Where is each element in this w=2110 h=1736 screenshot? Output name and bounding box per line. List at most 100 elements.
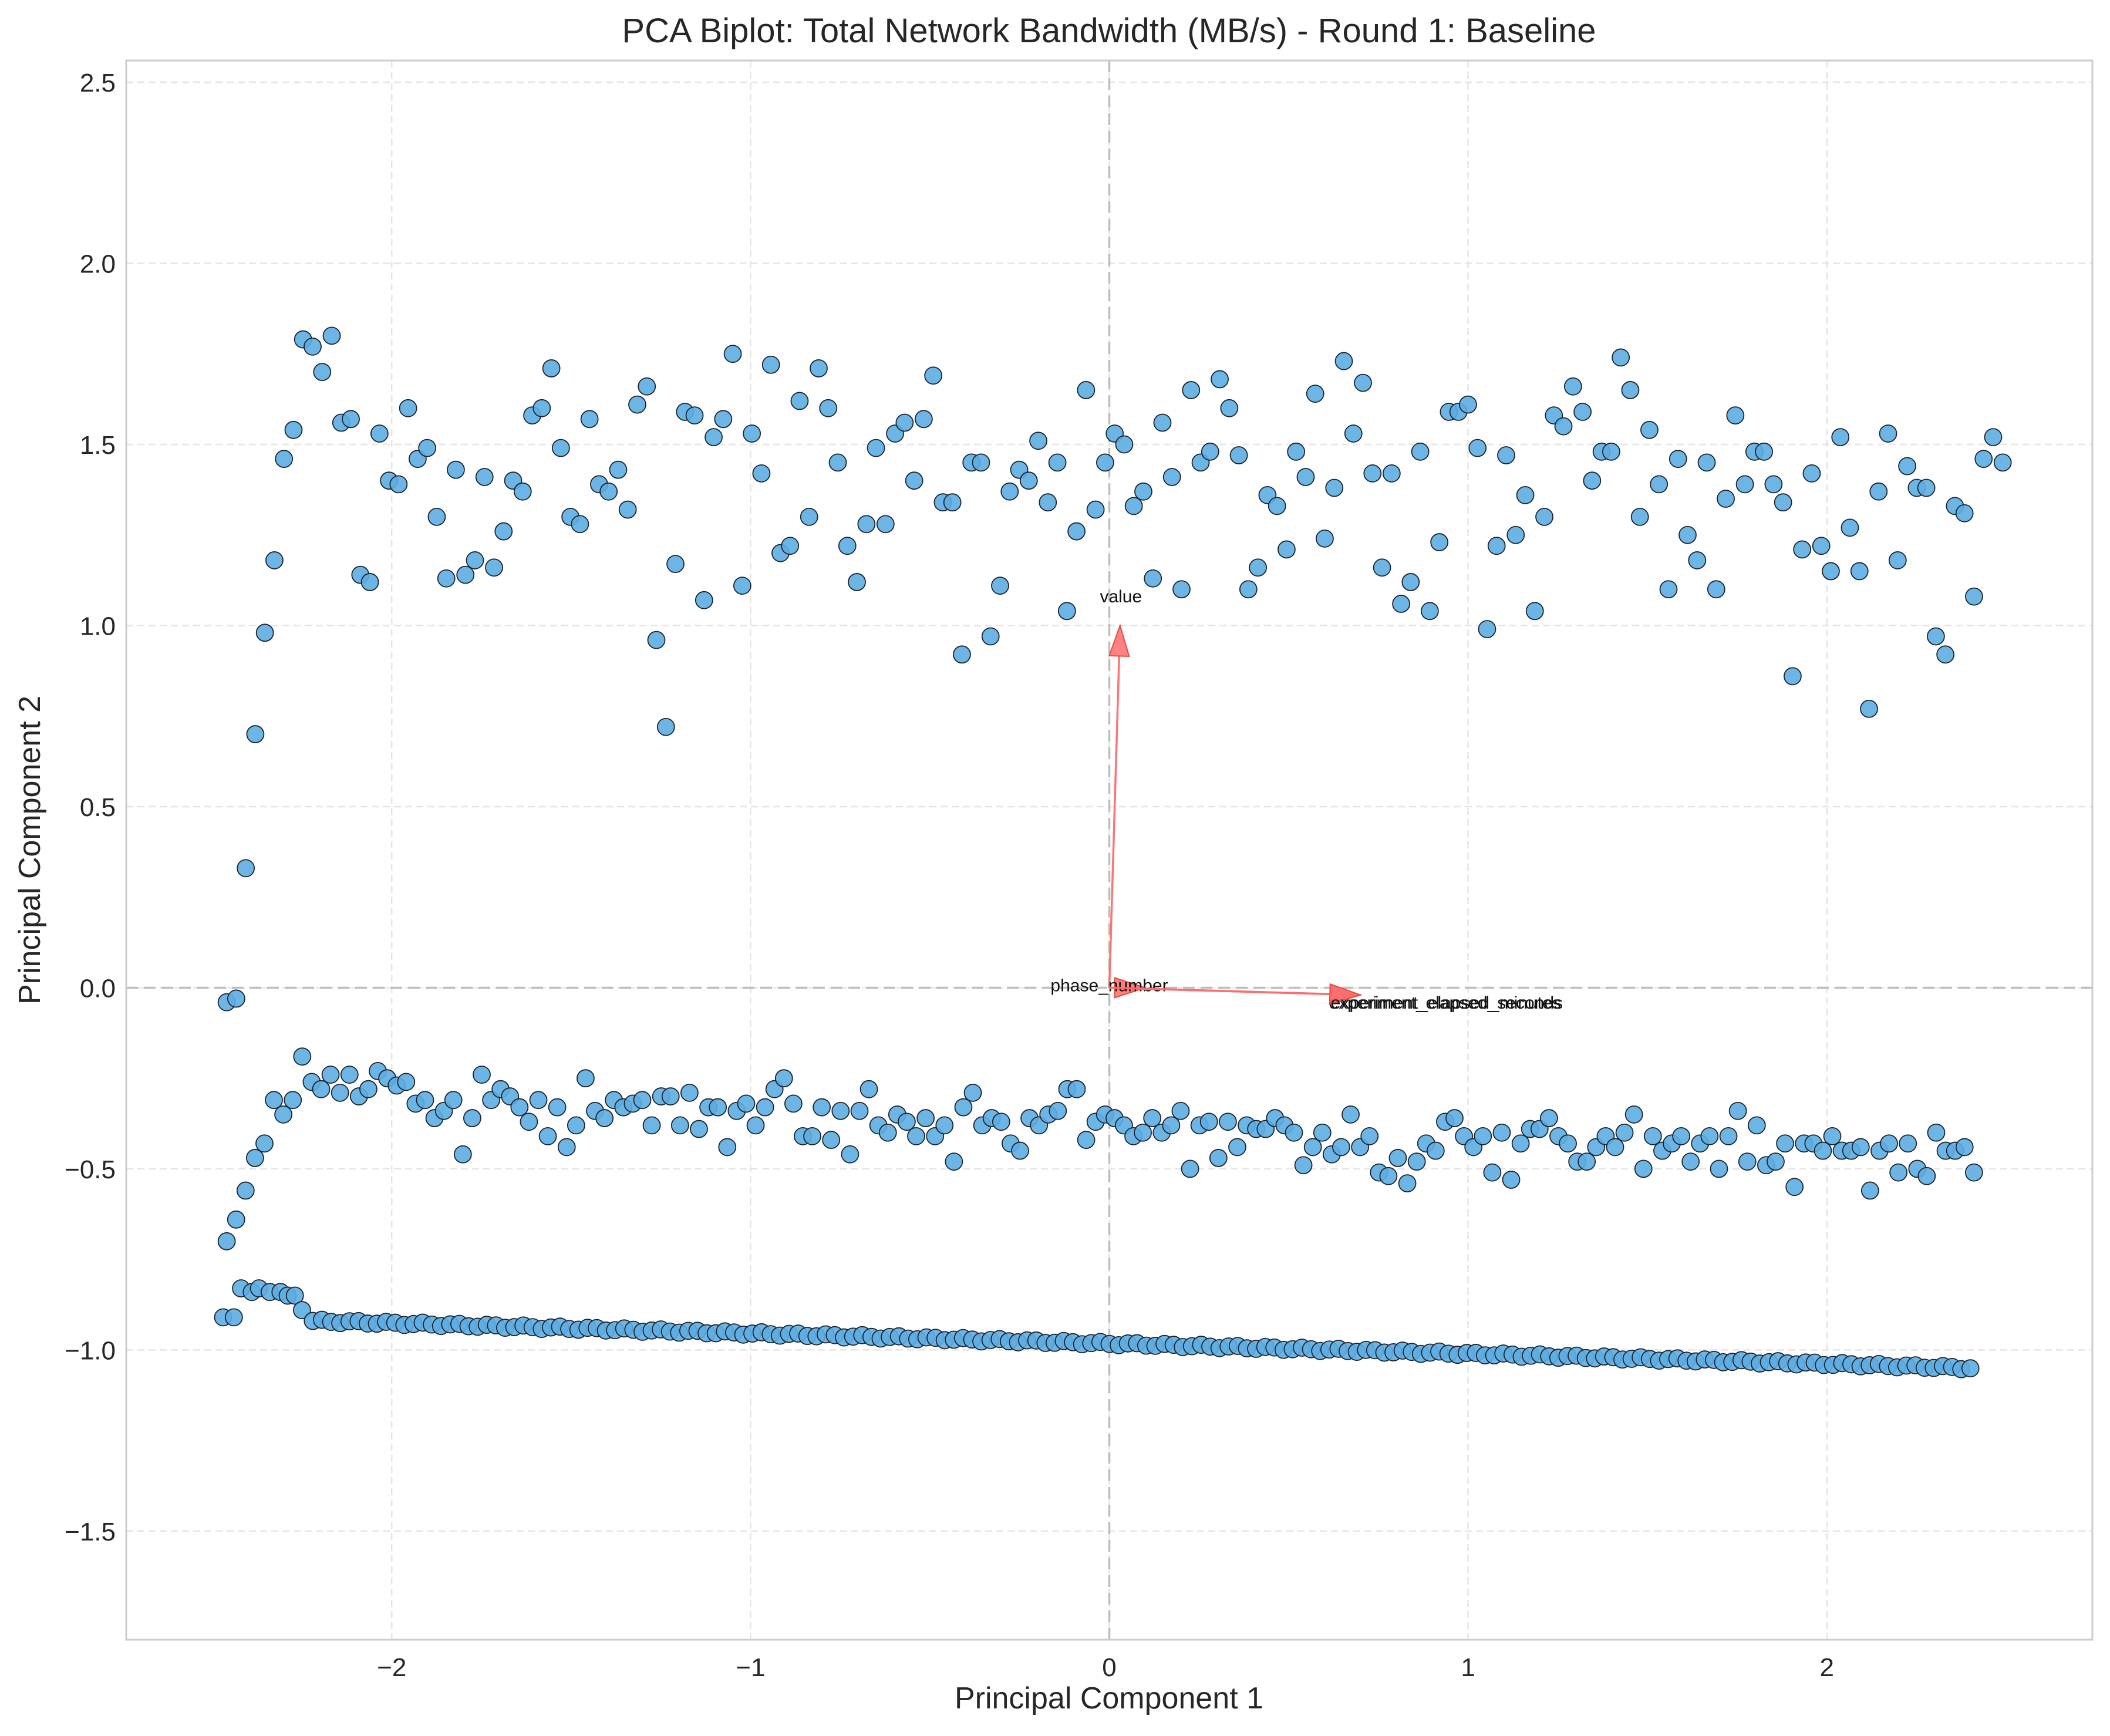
data-point-upper bbox=[1869, 482, 1888, 501]
data-point-middle bbox=[841, 1145, 859, 1164]
data-point-middle bbox=[1407, 1152, 1426, 1171]
x-tick-label: 1 bbox=[1461, 1653, 1475, 1682]
data-point-upper bbox=[227, 989, 245, 1008]
data-point-middle bbox=[1474, 1127, 1492, 1145]
data-point-upper bbox=[1707, 580, 1725, 599]
data-point-upper bbox=[551, 439, 570, 457]
data-point-upper bbox=[1535, 507, 1553, 526]
data-point-middle bbox=[567, 1116, 585, 1135]
data-point-middle bbox=[217, 1232, 236, 1250]
data-point-upper bbox=[1630, 507, 1649, 526]
data-point-upper bbox=[1669, 450, 1687, 468]
data-point-upper bbox=[255, 623, 274, 642]
data-point-upper bbox=[1144, 569, 1162, 588]
data-point-upper bbox=[1525, 602, 1544, 621]
data-point-upper bbox=[1850, 562, 1869, 581]
data-point-middle bbox=[274, 1105, 293, 1124]
data-point-upper bbox=[542, 359, 561, 377]
data-point-upper bbox=[532, 399, 551, 417]
data-points bbox=[214, 326, 2012, 1378]
data-point-upper bbox=[991, 577, 1009, 595]
data-point-upper bbox=[1784, 667, 1802, 686]
data-point-middle bbox=[1143, 1109, 1162, 1127]
data-point-upper bbox=[981, 627, 1000, 646]
loading-label: experiment_elapsed_minutes bbox=[1331, 993, 1561, 1013]
data-point-upper bbox=[1793, 540, 1812, 559]
data-point-middle bbox=[245, 1149, 264, 1167]
data-point-upper bbox=[370, 424, 389, 443]
data-point-upper bbox=[418, 439, 437, 457]
data-point-upper bbox=[399, 399, 417, 417]
data-point-upper bbox=[1420, 602, 1439, 621]
data-point-middle bbox=[595, 1109, 614, 1127]
data-point-middle bbox=[557, 1138, 576, 1157]
x-axis-label: Principal Component 1 bbox=[955, 1681, 1263, 1715]
data-point-middle bbox=[642, 1116, 661, 1135]
data-point-middle bbox=[312, 1080, 331, 1098]
data-point-upper bbox=[1926, 627, 1945, 646]
loading-label: value bbox=[1100, 587, 1142, 606]
data-point-upper bbox=[705, 428, 723, 447]
data-point-upper bbox=[1802, 464, 1821, 483]
data-point-middle bbox=[1738, 1152, 1757, 1171]
data-point-middle bbox=[548, 1098, 567, 1117]
data-point-upper bbox=[1860, 699, 1878, 718]
data-point-upper bbox=[848, 573, 866, 591]
data-point-upper bbox=[1516, 486, 1535, 504]
data-point-upper bbox=[1936, 645, 1955, 664]
data-point-upper bbox=[618, 500, 637, 519]
data-point-middle bbox=[1162, 1116, 1181, 1135]
data-point-middle bbox=[321, 1066, 340, 1084]
data-point-upper bbox=[322, 326, 341, 345]
data-point-middle bbox=[397, 1073, 416, 1091]
data-point-upper bbox=[599, 482, 618, 501]
data-point-middle bbox=[284, 1091, 302, 1110]
data-point-upper bbox=[304, 338, 322, 356]
data-point-upper bbox=[647, 631, 666, 649]
data-point-upper bbox=[1334, 352, 1353, 370]
data-point-middle bbox=[510, 1098, 529, 1117]
data-point-middle bbox=[1785, 1178, 1804, 1196]
data-point-upper bbox=[1993, 453, 2012, 472]
data-point-middle bbox=[1228, 1138, 1246, 1157]
x-tick-label: −1 bbox=[736, 1653, 765, 1682]
loading-arrow-head bbox=[1108, 623, 1130, 657]
data-point-upper bbox=[914, 410, 933, 429]
data-point-upper bbox=[1268, 497, 1286, 515]
data-point-middle bbox=[1379, 1167, 1398, 1185]
data-point-upper bbox=[895, 413, 914, 432]
data-point-upper bbox=[1898, 457, 1916, 476]
y-tick-label: 0.0 bbox=[80, 974, 116, 1003]
data-point-upper bbox=[1697, 453, 1716, 472]
data-point-middle bbox=[907, 1127, 925, 1145]
data-point-upper bbox=[638, 377, 656, 396]
data-point-middle bbox=[227, 1210, 245, 1229]
data-point-upper bbox=[1172, 580, 1191, 599]
data-point-upper bbox=[628, 395, 646, 414]
data-point-middle bbox=[1209, 1149, 1228, 1167]
data-point-upper bbox=[437, 569, 456, 588]
data-point-middle bbox=[1502, 1171, 1521, 1189]
data-point-upper bbox=[513, 482, 532, 501]
data-point-upper bbox=[342, 410, 360, 429]
data-point-middle bbox=[255, 1134, 274, 1153]
data-point-upper bbox=[1726, 406, 1745, 425]
loading-arrow-phase-number: phase_number bbox=[1050, 976, 1168, 999]
data-point-middle bbox=[992, 1113, 1010, 1131]
data-point-middle bbox=[1899, 1134, 1917, 1153]
data-point-middle bbox=[359, 1080, 377, 1098]
data-point-upper bbox=[819, 399, 838, 417]
data-point-upper bbox=[1039, 493, 1057, 512]
data-point-upper bbox=[1563, 377, 1582, 396]
data-point-upper bbox=[714, 410, 733, 429]
x-tick-label: 2 bbox=[1820, 1653, 1834, 1682]
data-point-upper bbox=[685, 406, 704, 425]
data-point-middle bbox=[1511, 1134, 1530, 1153]
data-point-middle bbox=[1964, 1163, 1983, 1182]
data-point-upper bbox=[743, 424, 761, 443]
data-point-upper bbox=[485, 558, 503, 577]
chart-title: PCA Biplot: Total Network Bandwidth (MB/… bbox=[622, 12, 1596, 50]
data-point-middle bbox=[1285, 1123, 1303, 1142]
data-point-middle bbox=[954, 1098, 973, 1117]
